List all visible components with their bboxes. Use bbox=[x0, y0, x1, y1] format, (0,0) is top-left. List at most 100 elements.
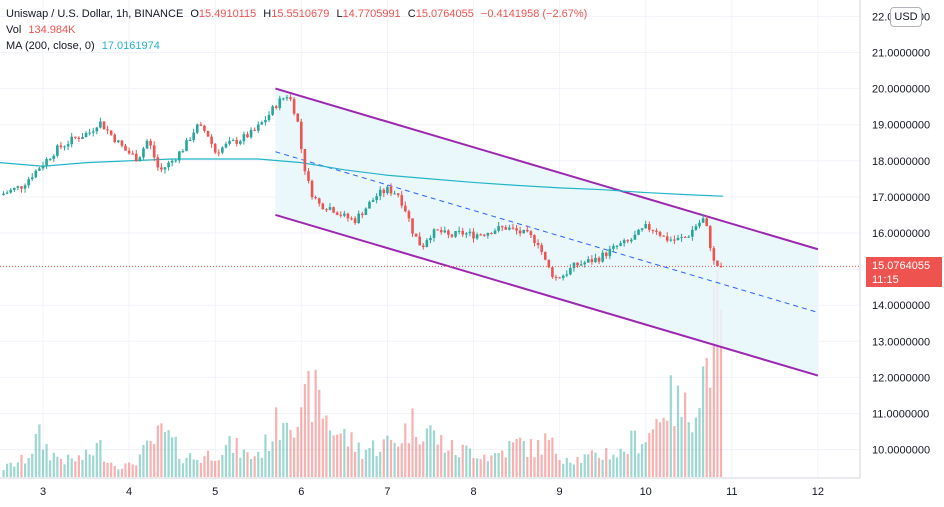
candle-body bbox=[350, 218, 353, 220]
volume-bar bbox=[465, 445, 468, 477]
volume-bar bbox=[497, 453, 500, 477]
moving-average-line bbox=[0, 158, 724, 197]
candle-body bbox=[558, 277, 561, 279]
candle-body bbox=[683, 236, 687, 238]
candle-body bbox=[38, 168, 41, 171]
chart-legend: Uniswap / U.S. Dollar, 1h, BINANCE O15.4… bbox=[6, 6, 587, 54]
volume-bar bbox=[171, 437, 174, 477]
candle-body bbox=[16, 186, 20, 188]
volume-bar bbox=[644, 442, 647, 477]
close-value: 15.0764055 bbox=[415, 8, 474, 20]
candle-body bbox=[716, 260, 719, 267]
candle-body bbox=[185, 140, 188, 152]
candle-body bbox=[658, 231, 662, 236]
candle-body bbox=[34, 170, 38, 178]
candle-body bbox=[701, 218, 705, 223]
time-axis-label: 5 bbox=[212, 486, 218, 498]
candle-body bbox=[195, 124, 199, 133]
volume-bar bbox=[400, 443, 403, 477]
candle-body bbox=[73, 136, 77, 138]
volume-bar bbox=[181, 463, 185, 477]
volume-row[interactable]: Vol 134.984K bbox=[6, 22, 587, 38]
candle-body bbox=[493, 230, 497, 234]
volume-bar bbox=[285, 422, 289, 477]
candle-body bbox=[120, 140, 124, 146]
candle-body bbox=[152, 145, 156, 158]
candle-body bbox=[647, 224, 651, 230]
currency-button[interactable]: USD bbox=[890, 7, 922, 27]
volume-bar bbox=[486, 461, 489, 477]
candle-body bbox=[676, 237, 680, 241]
candle-body bbox=[396, 193, 400, 196]
volume-bar bbox=[615, 457, 619, 477]
candle-body bbox=[95, 127, 99, 132]
candle-body bbox=[145, 140, 149, 149]
volume-bar bbox=[515, 439, 518, 477]
volume-bar bbox=[569, 462, 572, 477]
candle-body bbox=[292, 99, 296, 114]
candle-body bbox=[217, 152, 221, 154]
volume-bar bbox=[253, 456, 256, 477]
volume-bar bbox=[149, 441, 152, 477]
candle-body bbox=[181, 151, 185, 153]
candle-body bbox=[321, 203, 325, 210]
candle-body bbox=[565, 274, 569, 276]
candle-body bbox=[472, 231, 475, 239]
volume-bar bbox=[680, 416, 683, 477]
parallel-channel[interactable] bbox=[275, 87, 819, 377]
candle-body bbox=[533, 235, 536, 243]
volume-bar bbox=[547, 440, 550, 477]
volume-bar bbox=[110, 462, 113, 477]
candle-body bbox=[619, 243, 622, 246]
volume-bar bbox=[422, 441, 425, 477]
candle-body bbox=[174, 160, 178, 162]
price-axis-label: 19.0000000 bbox=[872, 120, 930, 132]
volume-bar bbox=[536, 439, 540, 477]
candle-body bbox=[66, 144, 70, 147]
candle-body bbox=[432, 229, 436, 238]
candle-body bbox=[691, 229, 694, 237]
candle-body bbox=[203, 125, 206, 131]
volume-bar bbox=[275, 407, 278, 477]
candle-body bbox=[23, 185, 27, 189]
candle-body bbox=[20, 186, 23, 189]
candle-body bbox=[310, 180, 314, 198]
volume-bar bbox=[651, 429, 654, 477]
volume-bar bbox=[260, 457, 263, 477]
candle-body bbox=[579, 264, 583, 266]
volume-bar bbox=[221, 454, 224, 477]
volume-bar bbox=[522, 440, 525, 477]
volume-bar bbox=[382, 439, 385, 477]
volume-bar bbox=[153, 444, 156, 477]
candle-body bbox=[91, 131, 95, 133]
volume-bar bbox=[224, 444, 228, 477]
volume-bar bbox=[339, 433, 342, 477]
volume-bar bbox=[404, 423, 407, 477]
price-axis-label: 12.0000000 bbox=[872, 372, 930, 384]
symbol-title[interactable]: Uniswap / U.S. Dollar, 1h, BINANCE bbox=[6, 8, 184, 20]
candle-body bbox=[665, 236, 669, 241]
ma-row[interactable]: MA (200, close, 0) 17.0161974 bbox=[6, 38, 587, 54]
volume-bar bbox=[475, 458, 479, 477]
candle-body bbox=[249, 129, 253, 138]
volume-bar bbox=[293, 437, 296, 477]
volume-bar bbox=[77, 455, 80, 477]
candle-body bbox=[421, 245, 425, 247]
volume-bar bbox=[447, 450, 450, 477]
volume-bar bbox=[676, 385, 680, 477]
candle-body bbox=[655, 230, 658, 232]
volume-bar bbox=[113, 466, 116, 477]
ma-label: MA (200, close, 0) bbox=[6, 40, 95, 52]
volume-bar bbox=[167, 430, 170, 477]
candle-body bbox=[235, 140, 239, 144]
volume-bar bbox=[375, 456, 378, 477]
candle-body bbox=[590, 259, 594, 263]
candle-body bbox=[608, 248, 612, 257]
volume-bar bbox=[23, 463, 27, 477]
volume-bar bbox=[120, 468, 124, 477]
volume-bar bbox=[138, 454, 141, 477]
volume-bar bbox=[415, 437, 418, 477]
volume-bar bbox=[217, 460, 220, 477]
volume-bar bbox=[307, 370, 310, 477]
